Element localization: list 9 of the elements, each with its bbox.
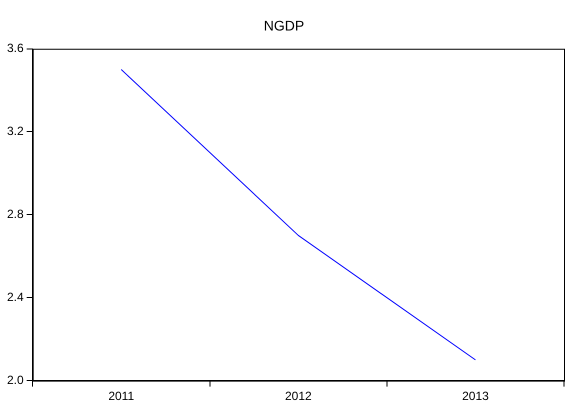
y-tick-label: 2.4 (6, 290, 24, 304)
x-tick-label: 2013 (462, 389, 490, 404)
chart-title: NGDP (264, 17, 304, 34)
y-tick-label: 2.0 (6, 372, 24, 387)
y-tick-label: 3.6 (6, 41, 24, 56)
y-tick-label: 2.8 (6, 207, 24, 222)
y-tick-label: 3.2 (6, 124, 24, 138)
x-tick-label: 2011 (108, 389, 134, 404)
x-tick-label: 2012 (284, 389, 312, 404)
